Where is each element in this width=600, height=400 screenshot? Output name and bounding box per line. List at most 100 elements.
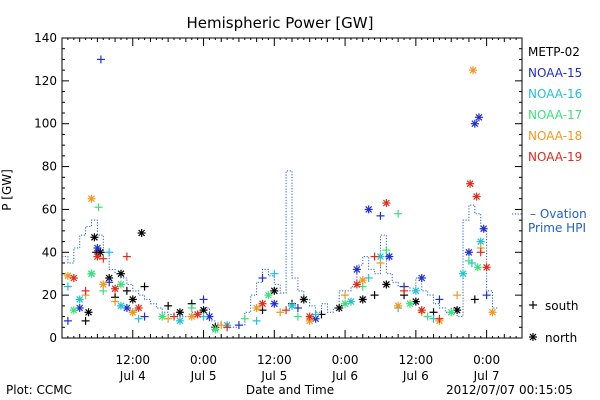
data-point <box>470 295 479 304</box>
data-point <box>470 119 479 128</box>
data-point <box>293 312 302 321</box>
data-point <box>435 314 444 323</box>
legend-entry: NOAA-16 <box>528 87 582 101</box>
data-point <box>358 295 367 304</box>
data-point <box>476 248 485 257</box>
data-point <box>93 252 102 261</box>
data-point <box>466 179 475 188</box>
data-point <box>473 263 482 272</box>
data-point <box>199 312 208 321</box>
data-point <box>400 286 409 295</box>
data-point <box>164 301 173 310</box>
data-point <box>282 306 291 315</box>
data-point <box>423 312 432 321</box>
data-point <box>469 66 478 75</box>
x-tick-time-label: 12:00 <box>399 353 434 367</box>
legend-entry: NOAA-19 <box>528 150 582 164</box>
data-point <box>352 265 361 274</box>
data-point <box>137 229 146 237</box>
x-tick-date-label: Jul 6 <box>402 369 429 383</box>
data-point <box>405 299 414 308</box>
data-point <box>488 308 497 317</box>
y-tick-label: 80 <box>42 160 57 174</box>
legend: METP-02 NOAA-15 NOAA-16 NOAA-17 NOAA-18 NOAA-… <box>512 45 587 345</box>
data-point <box>90 233 99 242</box>
data-point <box>305 312 314 321</box>
y-tick-label: 60 <box>42 202 57 216</box>
data-point <box>385 252 394 261</box>
symbol-legend-south: south <box>529 299 579 313</box>
data-point <box>105 248 114 257</box>
footer-plot-credit: Plot: CCMC <box>6 383 72 397</box>
data-point <box>293 304 302 312</box>
plot-frame <box>61 37 523 339</box>
chart-title: Hemispheric Power [GW] <box>187 14 374 32</box>
data-point <box>411 286 420 295</box>
y-tick-label: 140 <box>34 31 57 45</box>
y-axis: 0 20 40 60 80 100 120 140 <box>34 31 522 345</box>
data-point <box>417 274 426 282</box>
symbol-legend-north: north <box>529 331 577 345</box>
x-tick-date-label: Jul 5 <box>190 369 217 383</box>
y-tick-label: 100 <box>34 117 57 131</box>
legend-entry: NOAA-17 <box>528 108 582 122</box>
data-point <box>75 295 84 304</box>
data-point <box>211 325 220 334</box>
data-point <box>464 248 473 257</box>
data-point <box>264 291 273 300</box>
data-point <box>453 291 462 300</box>
data-point <box>81 316 90 325</box>
x-tick-time-label: 12:00 <box>257 353 292 367</box>
data-point <box>128 308 137 317</box>
x-tick-date-label: Jul 6 <box>331 369 358 383</box>
data-point <box>122 252 131 261</box>
data-point <box>464 256 473 265</box>
data-point <box>63 282 72 291</box>
data-point <box>447 308 456 317</box>
data-point <box>459 269 468 278</box>
symbol-legend-south-label: south <box>545 299 579 313</box>
data-point <box>75 304 84 312</box>
data-point <box>170 312 179 321</box>
data-point <box>479 224 488 233</box>
data-point <box>81 286 90 295</box>
data-point <box>364 205 373 214</box>
legend-entry: NOAA-18 <box>528 129 582 143</box>
x-tick-time-label: 0:00 <box>190 353 217 367</box>
data-point <box>134 304 143 312</box>
data-point <box>223 323 232 332</box>
data-point <box>63 271 72 280</box>
data-point <box>105 274 114 282</box>
data-point <box>187 312 196 321</box>
x-axis-label: Date and Time <box>246 383 334 397</box>
data-point <box>474 113 483 122</box>
data-point <box>376 259 385 267</box>
data-point <box>358 276 367 285</box>
data-point <box>258 274 267 282</box>
data-point <box>394 209 403 218</box>
data-point <box>341 291 350 300</box>
data-point <box>394 301 403 310</box>
data-point <box>288 301 296 310</box>
y-tick-label: 0 <box>49 331 57 345</box>
data-point <box>134 314 143 323</box>
data-point <box>158 312 167 321</box>
data-point <box>122 286 131 295</box>
x-tick-time-label: 0:00 <box>332 353 359 367</box>
data-point <box>435 295 444 304</box>
data-point <box>111 297 120 306</box>
legend-ovation-line1: – Ovation <box>530 207 587 221</box>
data-point <box>116 269 125 278</box>
x-axis: 12:00 Jul 4 0:00 Jul 5 12:00 Jul 5 0:00 Jul 6 12… <box>67 38 517 383</box>
data-point <box>382 280 391 289</box>
data-point <box>105 278 114 287</box>
data-point <box>453 306 462 315</box>
symbol-legend-north-label: north <box>545 331 577 345</box>
ovation-prime-hpi-line <box>62 170 499 328</box>
data-point <box>96 55 105 64</box>
data-point <box>164 314 173 323</box>
data-point <box>87 194 96 203</box>
y-axis-label: P [GW] <box>0 169 14 211</box>
data-point <box>240 314 249 323</box>
data-point <box>193 310 202 319</box>
